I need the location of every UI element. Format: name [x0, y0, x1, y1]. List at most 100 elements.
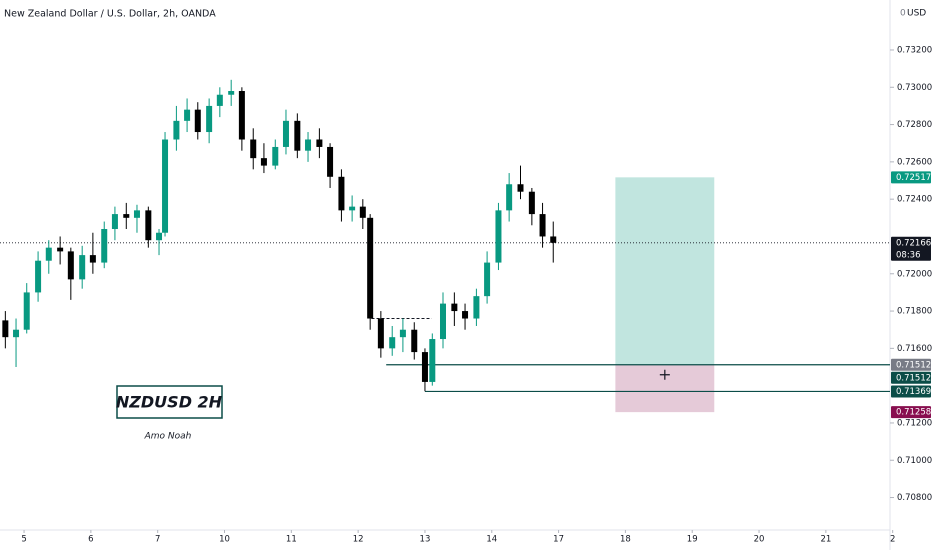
currency[interactable]: USD — [907, 9, 926, 19]
candle-body — [316, 139, 323, 147]
chart-title: New Zealand Dollar / U.S. Dollar, 2h, OA… — [4, 9, 216, 20]
candle-body — [45, 247, 52, 261]
candle-body — [451, 303, 458, 312]
x-tick-label: 2 — [890, 535, 895, 545]
candle-body — [250, 139, 257, 159]
candle-body — [238, 91, 245, 140]
y-tick-label: 0.73000 — [897, 83, 932, 93]
candle-body — [506, 184, 513, 211]
x-tick-label: 10 — [219, 535, 230, 545]
y-tick-label: 0.72000 — [897, 269, 932, 279]
candle-body — [282, 120, 289, 147]
candle-body — [429, 339, 436, 382]
candle-body — [2, 320, 9, 338]
x-tick-label: 11 — [286, 535, 297, 545]
x-tick-label: 18 — [620, 535, 631, 545]
candle-body — [111, 214, 118, 230]
candle-body — [216, 94, 223, 106]
y-tick-label: 0.71000 — [897, 456, 932, 466]
x-tick-label: 5 — [21, 535, 26, 545]
price-badge — [891, 171, 931, 184]
price-badge — [891, 385, 931, 398]
candle-body — [495, 210, 502, 263]
x-tick-label: 21 — [820, 535, 831, 545]
candle-body — [67, 251, 74, 280]
countdown-label: 08:36 — [896, 250, 921, 260]
candle-body — [338, 176, 345, 211]
price-badge-label: 0.71512 — [896, 373, 931, 383]
move-handle — [659, 369, 670, 380]
candle-body — [473, 296, 480, 319]
candle-body — [294, 120, 301, 151]
candle-body — [206, 105, 213, 133]
y-tick-label: 0.72600 — [897, 157, 932, 167]
candle-body — [145, 210, 152, 241]
candle-body — [389, 337, 396, 349]
candle-body — [194, 109, 201, 133]
price-badge — [891, 371, 931, 384]
x-tick-label: 17 — [553, 535, 564, 545]
candle-body — [260, 158, 267, 166]
candle-body — [377, 318, 384, 349]
candle-body — [439, 303, 446, 340]
y-tick-label: 0.71200 — [897, 418, 932, 428]
candle-body — [123, 214, 130, 218]
candle-body — [327, 146, 334, 177]
candle-body — [367, 217, 374, 319]
x-tick-label: 12 — [353, 535, 364, 545]
candle-body — [517, 184, 524, 192]
candle-body — [13, 329, 20, 338]
candle-body — [462, 311, 469, 319]
candle-body — [484, 262, 491, 297]
price-badge-label: 0.72166 — [896, 238, 931, 248]
author: Amo Noah — [144, 432, 192, 442]
candle-body — [228, 91, 235, 95]
candle-body — [101, 229, 108, 263]
x-tick-label: 20 — [754, 535, 765, 545]
candle-body — [550, 236, 557, 243]
candle-body — [162, 139, 169, 233]
candle-body — [57, 247, 64, 252]
price-badge-label: 0.71512 — [896, 360, 931, 370]
candle-body — [35, 260, 42, 293]
y-tick-label: 0.72400 — [897, 195, 932, 205]
currency-prefix[interactable]: 0 — [900, 9, 906, 19]
candle-body — [528, 191, 535, 215]
price-badge — [891, 358, 931, 371]
y-tick-label: 0.71600 — [897, 344, 932, 354]
price-badge-label: 0.71258 — [896, 408, 931, 418]
x-tick-label: 6 — [88, 535, 93, 545]
y-tick-label: 0.70800 — [897, 493, 932, 503]
price-badge-label: 0.71369 — [896, 387, 931, 397]
candle-body — [421, 352, 428, 382]
position-profit-zone — [615, 177, 715, 365]
x-tick-label: 13 — [420, 535, 431, 545]
candle-body — [23, 292, 30, 330]
symbol-box-text: NZDUSD 2H — [116, 393, 223, 412]
candle-body — [349, 206, 356, 211]
candle-body — [173, 120, 180, 140]
symbol-box — [116, 385, 223, 419]
price-badge — [891, 236, 931, 261]
candle-body — [305, 139, 312, 151]
y-tick-label: 0.73200 — [897, 45, 932, 55]
candle-body — [272, 146, 279, 166]
y-tick-label: 0.72800 — [897, 120, 932, 130]
price-badge — [891, 406, 931, 419]
x-tick-label: 14 — [486, 535, 497, 545]
x-tick-label: 7 — [155, 535, 160, 545]
candle-body — [133, 210, 140, 218]
candle-body — [359, 206, 366, 218]
candle-body — [411, 329, 418, 353]
candle-body — [539, 214, 546, 237]
candle-body — [184, 109, 191, 121]
candle-body — [156, 232, 163, 241]
candle-body — [79, 255, 86, 280]
price-badge-label: 0.72517 — [896, 173, 931, 183]
candle-body — [89, 255, 96, 263]
y-tick-label: 0.71800 — [897, 307, 932, 317]
candle-body — [399, 329, 406, 338]
x-tick-label: 19 — [687, 535, 698, 545]
